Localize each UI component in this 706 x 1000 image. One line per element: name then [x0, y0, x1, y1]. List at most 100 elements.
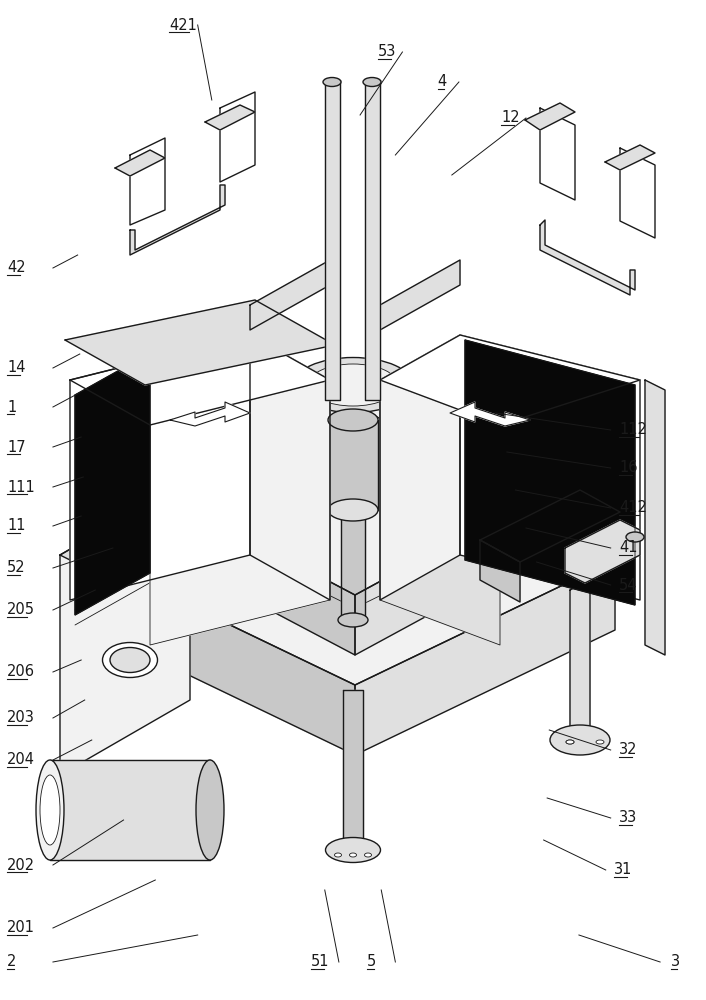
Polygon shape: [365, 80, 380, 400]
Text: 41: 41: [619, 540, 638, 556]
Ellipse shape: [308, 364, 398, 406]
Polygon shape: [95, 435, 615, 685]
Ellipse shape: [140, 478, 150, 483]
Ellipse shape: [328, 409, 378, 431]
Text: 5: 5: [367, 954, 376, 969]
Polygon shape: [480, 540, 520, 602]
Text: 14: 14: [7, 360, 25, 375]
Polygon shape: [220, 92, 255, 182]
Text: 1: 1: [7, 399, 16, 414]
Ellipse shape: [349, 853, 357, 857]
Polygon shape: [380, 260, 460, 330]
Text: 203: 203: [7, 710, 35, 726]
Text: 32: 32: [619, 742, 638, 758]
Ellipse shape: [335, 853, 342, 857]
Polygon shape: [65, 300, 335, 385]
Polygon shape: [60, 480, 220, 570]
Text: 3: 3: [671, 954, 680, 969]
Text: 201: 201: [7, 921, 35, 936]
Ellipse shape: [110, 648, 150, 672]
Polygon shape: [205, 105, 255, 130]
Ellipse shape: [560, 518, 570, 522]
Polygon shape: [250, 260, 330, 330]
Ellipse shape: [328, 499, 378, 521]
Text: 205: 205: [7, 602, 35, 617]
Ellipse shape: [102, 643, 157, 678]
Polygon shape: [355, 500, 530, 655]
Ellipse shape: [140, 518, 150, 522]
Polygon shape: [325, 80, 340, 400]
Polygon shape: [380, 335, 640, 425]
Polygon shape: [70, 335, 330, 425]
Polygon shape: [565, 520, 640, 583]
Text: 421: 421: [169, 17, 197, 32]
Polygon shape: [380, 335, 460, 600]
Polygon shape: [570, 580, 590, 740]
Polygon shape: [250, 335, 330, 600]
Polygon shape: [450, 402, 530, 426]
Text: 111: 111: [7, 480, 35, 494]
Polygon shape: [540, 220, 635, 295]
Polygon shape: [645, 380, 665, 655]
Polygon shape: [605, 145, 655, 170]
Polygon shape: [170, 402, 250, 426]
Ellipse shape: [325, 838, 381, 862]
Polygon shape: [355, 490, 615, 650]
Polygon shape: [175, 405, 530, 595]
Text: 42: 42: [7, 260, 25, 275]
Ellipse shape: [323, 78, 341, 87]
Polygon shape: [355, 560, 615, 755]
Text: 4: 4: [438, 75, 447, 90]
Text: 2: 2: [7, 954, 16, 969]
Polygon shape: [620, 148, 655, 238]
Ellipse shape: [566, 740, 574, 744]
Polygon shape: [480, 490, 620, 562]
Ellipse shape: [196, 760, 224, 860]
Text: 202: 202: [7, 857, 35, 872]
Text: 33: 33: [619, 810, 638, 825]
Text: 206: 206: [7, 665, 35, 680]
Ellipse shape: [550, 725, 610, 755]
Text: 12: 12: [501, 110, 520, 125]
Polygon shape: [380, 380, 500, 645]
Text: 412: 412: [619, 500, 647, 516]
Text: 112: 112: [619, 422, 647, 437]
Polygon shape: [525, 103, 575, 130]
Text: 53: 53: [378, 44, 396, 60]
Polygon shape: [175, 500, 355, 655]
Polygon shape: [95, 490, 355, 650]
Polygon shape: [328, 420, 378, 510]
Polygon shape: [60, 480, 190, 775]
Polygon shape: [50, 760, 210, 860]
Polygon shape: [465, 340, 635, 605]
Polygon shape: [341, 510, 365, 620]
Text: 54: 54: [619, 577, 638, 592]
Ellipse shape: [293, 358, 413, 412]
Text: 17: 17: [7, 440, 25, 455]
Polygon shape: [70, 335, 250, 600]
Polygon shape: [343, 690, 363, 850]
Ellipse shape: [566, 740, 574, 744]
Polygon shape: [95, 560, 355, 755]
Ellipse shape: [626, 532, 644, 542]
Ellipse shape: [40, 775, 60, 845]
Ellipse shape: [364, 853, 371, 857]
Polygon shape: [130, 138, 165, 225]
Text: 204: 204: [7, 752, 35, 768]
Polygon shape: [150, 380, 330, 645]
Ellipse shape: [596, 740, 604, 744]
Polygon shape: [95, 360, 615, 620]
Text: 31: 31: [614, 862, 633, 878]
Ellipse shape: [560, 478, 570, 483]
Polygon shape: [540, 108, 575, 200]
Polygon shape: [115, 150, 165, 176]
Ellipse shape: [338, 613, 368, 627]
Text: 52: 52: [7, 560, 25, 575]
Text: 16: 16: [619, 460, 638, 476]
Polygon shape: [460, 335, 640, 600]
Text: 51: 51: [311, 954, 329, 969]
Ellipse shape: [363, 78, 381, 87]
Ellipse shape: [36, 760, 64, 860]
Polygon shape: [130, 185, 225, 255]
Text: 11: 11: [7, 518, 25, 534]
